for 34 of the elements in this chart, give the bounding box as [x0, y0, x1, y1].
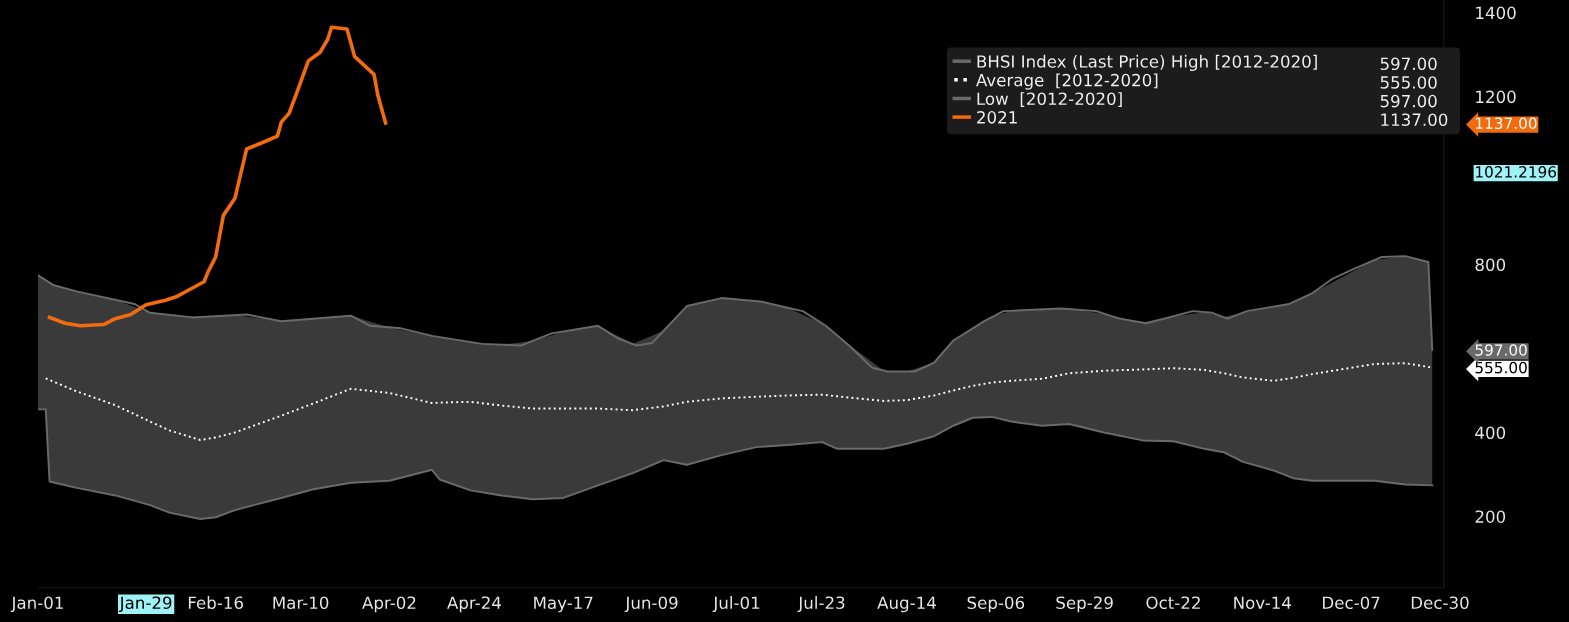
- legend-label: BHSI Index (Last Price) High [2012-2020]: [977, 54, 1317, 71]
- x-tick-label: Dec-30: [1411, 596, 1469, 610]
- x-tick-label: Feb-16: [188, 596, 243, 610]
- y-tick-label: 800: [1475, 258, 1506, 272]
- y-tick-label: 597.00: [1475, 344, 1527, 356]
- x-tick-label: May-17: [534, 596, 593, 613]
- x-tick-label: Jul-01: [712, 596, 760, 613]
- y-tick-label: 1021.2196: [1476, 166, 1557, 178]
- legend-label: 2021: [977, 111, 1017, 124]
- y-tick-label: 1400: [1476, 6, 1516, 20]
- y-tick-label: 1200: [1476, 90, 1516, 104]
- y-tick-label: 1137.00: [1476, 117, 1537, 130]
- y-tick-label: 400: [1475, 426, 1506, 440]
- y-tick-label: 200: [1475, 510, 1506, 523]
- x-tick-label: Apr-02: [362, 596, 416, 613]
- x-tick-label: Jun-09: [624, 596, 678, 613]
- x-tick-label: Nov-14: [1234, 596, 1292, 610]
- x-tick-label: Sep-29: [1056, 596, 1113, 613]
- annotation: 597.00: [1380, 94, 1437, 108]
- x-tick-label: Jan-01: [10, 596, 63, 613]
- x-tick-label: Jul-23: [797, 596, 845, 613]
- x-tick-label: Dec-07: [1323, 596, 1380, 610]
- x-tick-label: Mar-10: [273, 596, 329, 610]
- annotation: 1137.00: [1381, 113, 1448, 127]
- annotation: 597.00: [1380, 57, 1437, 71]
- x-tick-label: Jan-29: [118, 596, 172, 613]
- legend-label: Average [2012-2020]: [976, 73, 1158, 90]
- x-tick-label: Oct-22: [1146, 596, 1200, 610]
- x-tick-label: Aug-14: [877, 596, 936, 613]
- y-tick-label: 555.00: [1475, 361, 1527, 374]
- x-tick-label: Sep-06: [967, 596, 1025, 613]
- x-tick-label: Apr-24: [447, 596, 501, 613]
- legend-label: Low [2012-2020]: [977, 92, 1122, 107]
- annotation: 555.00: [1380, 76, 1437, 89]
